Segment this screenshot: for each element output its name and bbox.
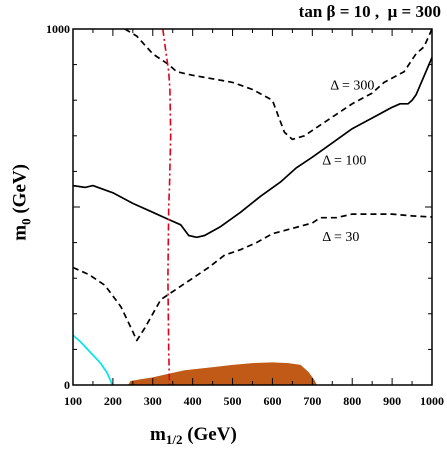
series-layer <box>73 29 432 385</box>
x-tick-label-600: 600 <box>263 394 281 408</box>
annotation-d300: Δ = 300 <box>330 79 374 94</box>
annotation-d100: Δ = 100 <box>322 153 366 168</box>
annotation-d30: Δ = 30 <box>322 230 359 245</box>
series-d100 <box>73 57 432 239</box>
y-tick-label-0: 0 <box>64 378 70 392</box>
x-tick-label-900: 900 <box>383 394 401 408</box>
x-tick-label-200: 200 <box>104 394 122 408</box>
y-tick-label-1000: 1000 <box>46 22 70 36</box>
x-tick-label-400: 400 <box>184 394 202 408</box>
x-tick-label-1000: 1000 <box>420 394 444 408</box>
series-d30 <box>73 213 432 342</box>
x-axis-title: m1/2 (GeV) <box>150 424 237 448</box>
title-tanb: tan β = 10 <box>298 2 371 21</box>
x-tick-label-300: 300 <box>144 394 162 408</box>
x-tick-label-100: 100 <box>64 394 82 408</box>
series-d300 <box>124 29 432 141</box>
title-mu: μ = 300 <box>387 2 441 21</box>
x-axis-title-sub: 1/2 <box>165 432 183 447</box>
annotations-layer: Δ = 300 Δ = 100 Δ = 30 <box>322 79 374 245</box>
title-separator: , <box>370 2 388 21</box>
ticks-layer: 100 200 300 400 500 600 700 800 900 1000 0 1000 <box>46 22 444 408</box>
series-lsp <box>73 334 113 385</box>
x-axis-title-unit: (GeV) <box>182 424 237 445</box>
region-excluded <box>128 362 317 385</box>
plot-frame <box>72 28 433 386</box>
x-axis-title-main: m <box>150 424 166 445</box>
chart-title: tan β = 10 , μ = 300 <box>299 2 441 22</box>
x-tick-label-500: 500 <box>224 394 242 408</box>
x-tick-label-800: 800 <box>343 394 361 408</box>
x-tick-label-700: 700 <box>303 394 321 408</box>
regions-layer <box>128 362 317 385</box>
series-limit <box>162 29 172 385</box>
